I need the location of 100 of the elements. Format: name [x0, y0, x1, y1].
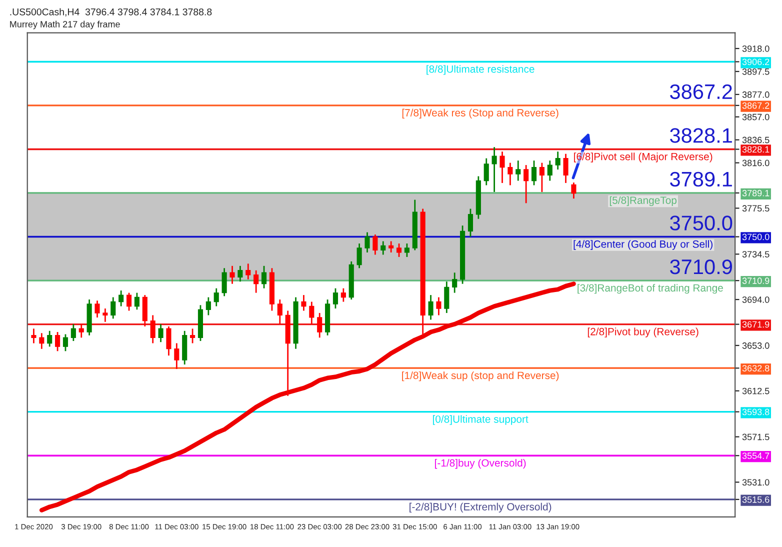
candlestick [174, 342, 180, 370]
candlestick [254, 270, 259, 294]
candlestick [142, 294, 148, 328]
y-tick-label: 3515.6 [742, 496, 770, 503]
candlestick [214, 288, 219, 307]
candlestick [484, 158, 489, 186]
y-tick-label: 3897.5 [742, 68, 770, 75]
candlestick [508, 162, 513, 186]
annotation: 3828.1 [670, 128, 732, 143]
y-tick-label: 3593.8 [742, 408, 770, 416]
candlestick [428, 294, 434, 320]
candlestick [404, 242, 410, 258]
y-tick-label: 3571.5 [742, 434, 770, 440]
ref-line-label: [6/8]Pivot sell (Major Reverse) [574, 152, 712, 162]
candlestick [436, 296, 442, 316]
y-tick-label: 3531.0 [742, 479, 770, 486]
y-tick-label: 3816.0 [742, 160, 770, 166]
y-tick-label: 3632.8 [742, 365, 770, 372]
ref-line-label: [-2/8]BUY! (Extremly Oversold) [410, 502, 552, 513]
candlestick [238, 265, 243, 282]
candlestick [317, 312, 322, 338]
y-tick-label: 3734.5 [742, 251, 770, 258]
candlestick [571, 182, 576, 200]
candlestick [230, 265, 235, 285]
y-tick-label: 3918.0 [742, 45, 770, 52]
candlestick [444, 280, 450, 314]
candlestick [500, 150, 505, 184]
y-tick-label: 3694.0 [742, 296, 770, 303]
candlestick [356, 242, 362, 269]
candlestick [78, 323, 84, 338]
candlestick [246, 262, 251, 280]
candlestick [126, 292, 132, 312]
y-tick-label: 3750.0 [742, 234, 770, 240]
y-tick-label: 3906.2 [742, 58, 770, 66]
annotation: 3750.0 [670, 216, 732, 230]
ref-line-label: [5/8]RangeTop [610, 196, 677, 206]
annotation: 3867.2 [670, 84, 732, 100]
candlestick [70, 323, 76, 342]
candlestick [364, 232, 370, 254]
candlestick [388, 240, 394, 254]
y-tick-label: 3836.5 [742, 136, 770, 144]
ref-line-label: [4/8]Center (Good Buy or Sell) [574, 240, 712, 250]
y-tick-label: 3877.0 [742, 91, 770, 98]
candlestick [452, 272, 458, 294]
candlestick [516, 160, 521, 182]
candlestick [524, 164, 529, 204]
candlestick [150, 314, 156, 344]
candlestick [118, 290, 124, 307]
candlestick [309, 301, 314, 325]
candlestick [62, 334, 68, 352]
y-tick-label: 3554.7 [742, 452, 770, 459]
candlestick [94, 300, 100, 318]
candlestick [332, 288, 338, 310]
candlestick [531, 160, 537, 186]
candlestick [31, 328, 36, 344]
ref-line-label: [2/8]Pivot buy (Reverse) [588, 328, 698, 338]
candlestick [261, 265, 267, 290]
candlestick [166, 326, 172, 356]
ref-line-label: [-1/8]buy (Oversold) [435, 458, 526, 469]
candlestick [380, 240, 386, 256]
candlestick [39, 332, 44, 350]
candlestick [277, 298, 282, 325]
candlestick [492, 146, 497, 193]
candlestick [190, 328, 196, 344]
annotation: 3710.9 [670, 259, 732, 274]
ref-line-label: [1/8]Weak sup (stop and Reverse) [402, 371, 559, 382]
line-series [39, 282, 576, 512]
candlestick [555, 150, 560, 170]
y-tick-label: 3775.5 [742, 205, 770, 212]
ref-line-label: [0/8]Ultimate support [432, 415, 528, 425]
candlestick [102, 308, 108, 323]
y-tick-label: 3789.1 [742, 190, 770, 196]
ref-line-label: [3/8]RangeBot of trading Range [578, 284, 723, 294]
y-tick-label: 3653.0 [742, 342, 770, 349]
candlestick [468, 208, 474, 238]
y-tick-label: 3828.1 [742, 146, 770, 153]
candlestick [301, 294, 306, 312]
candlestick [134, 292, 140, 310]
candlestick [396, 242, 402, 258]
ref-line-label: [7/8]Weak res (Stop and Reverse) [402, 108, 558, 119]
candlestick [547, 160, 552, 182]
candlestick [110, 296, 116, 320]
y-tick-label: 3612.5 [742, 388, 770, 394]
y-tick-label: 3710.9 [742, 278, 770, 284]
candlestick [340, 288, 346, 302]
y-tick-label: 3867.2 [742, 102, 770, 109]
candlestick [539, 162, 544, 193]
ref-line-label: [8/8]Ultimate resistance [426, 65, 534, 75]
y-tick-label: 3857.0 [742, 114, 770, 120]
chart-subtitle: Murrey Math 217 day frame [10, 20, 120, 30]
candlestick [47, 330, 52, 348]
candlestick [372, 234, 378, 256]
annotation: 3789.1 [670, 172, 732, 187]
chart-title: .US500Cash,H4 3796.4 3798.4 3784.1 3788.8 [10, 8, 212, 16]
candlestick [563, 153, 568, 184]
candlestick [206, 296, 211, 316]
candlestick [55, 331, 60, 352]
y-tick-label: 3671.9 [742, 321, 770, 328]
candlestick [222, 267, 227, 297]
candlestick [158, 323, 164, 343]
